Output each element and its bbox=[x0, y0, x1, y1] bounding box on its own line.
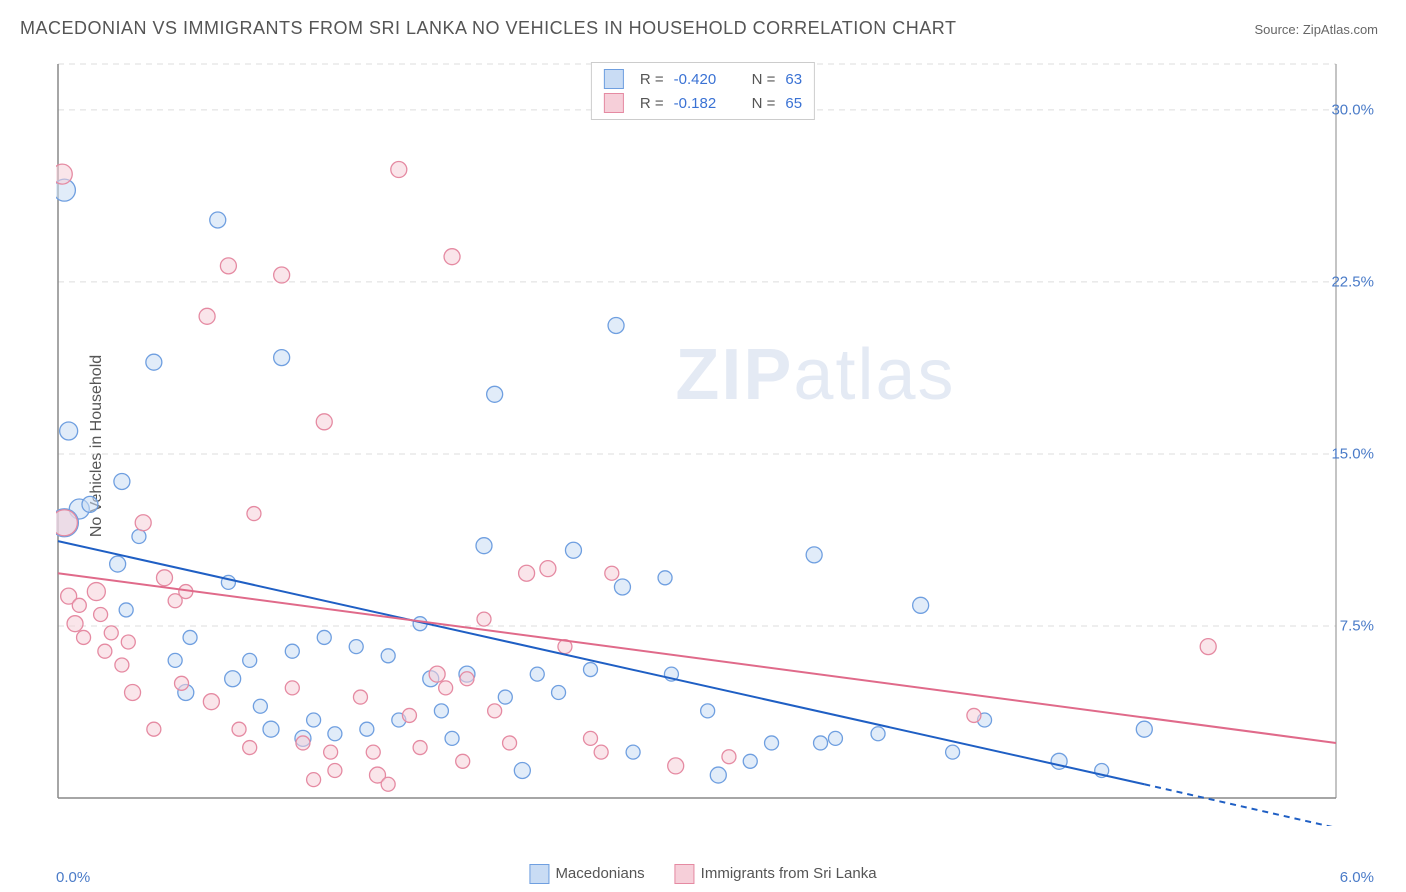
source-attribution: Source: ZipAtlas.com bbox=[1254, 22, 1378, 37]
stat-r-value: -0.182 bbox=[674, 95, 734, 112]
legend-item: Macedonians bbox=[529, 864, 644, 884]
x-tick-label: 0.0% bbox=[56, 869, 90, 886]
y-tick-label: 15.0% bbox=[1331, 445, 1374, 462]
correlation-legend-row: R = -0.182 N = 65 bbox=[604, 91, 802, 115]
x-tick-label: 6.0% bbox=[1340, 869, 1374, 886]
y-tick-label: 7.5% bbox=[1340, 617, 1374, 634]
stat-n-value: 63 bbox=[785, 71, 802, 88]
chart-title: MACEDONIAN VS IMMIGRANTS FROM SRI LANKA … bbox=[20, 18, 956, 39]
stat-n-value: 65 bbox=[785, 95, 802, 112]
stat-r-label: R = bbox=[640, 95, 664, 112]
legend-swatch-icon bbox=[604, 93, 624, 113]
y-tick-label: 22.5% bbox=[1331, 273, 1374, 290]
legend-label: Macedonians bbox=[555, 865, 644, 882]
legend-swatch-icon bbox=[675, 864, 695, 884]
stat-r-label: R = bbox=[640, 71, 664, 88]
series-legend: Macedonians Immigrants from Sri Lanka bbox=[529, 864, 876, 884]
legend-label: Immigrants from Sri Lanka bbox=[701, 865, 877, 882]
correlation-legend-row: R = -0.420 N = 63 bbox=[604, 67, 802, 91]
stat-n-label: N = bbox=[752, 95, 776, 112]
correlation-legend: R = -0.420 N = 63 R = -0.182 N = 65 bbox=[591, 62, 815, 120]
legend-item: Immigrants from Sri Lanka bbox=[675, 864, 877, 884]
stat-n-label: N = bbox=[752, 71, 776, 88]
legend-swatch-icon bbox=[529, 864, 549, 884]
scatter-chart bbox=[56, 56, 1376, 826]
stat-r-value: -0.420 bbox=[674, 71, 734, 88]
y-tick-label: 30.0% bbox=[1331, 101, 1374, 118]
legend-swatch-icon bbox=[604, 69, 624, 89]
